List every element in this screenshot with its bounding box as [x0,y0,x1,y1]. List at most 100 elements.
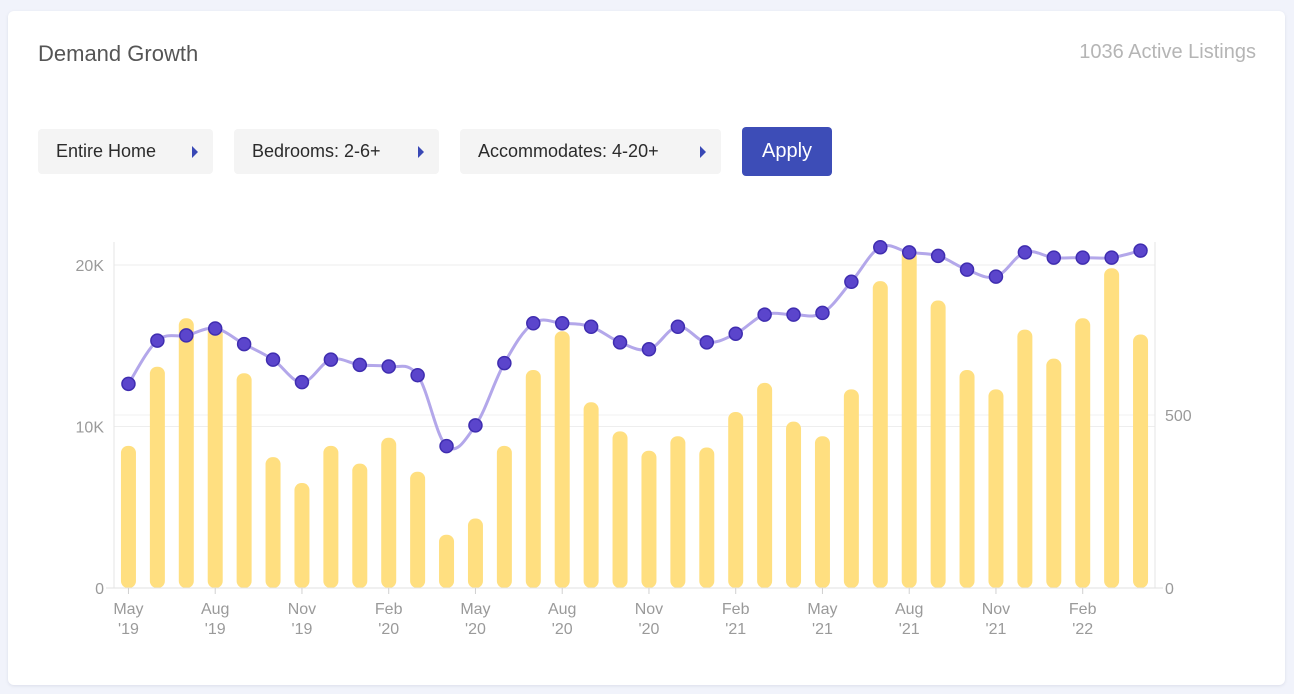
line-point-9[interactable] [381,359,396,374]
line-point-0[interactable] [121,376,136,392]
bar-33 [1075,318,1091,588]
bar-18 [641,450,657,588]
bedrooms-label: Bedrooms: 2-6+ [252,141,381,161]
y-left-tick-label: 10K [76,420,105,437]
caret-right-icon [700,145,706,158]
card-title: Demand Growth [38,41,199,66]
bar-32 [1046,358,1062,588]
line-point-2[interactable] [179,328,194,343]
x-tick-label-year: '19 [292,621,313,638]
line-point-30[interactable] [988,269,1004,284]
x-tick-label-month: Nov [635,601,663,618]
line-point-34[interactable] [1104,250,1119,265]
x-tick-label-month: Nov [288,601,316,618]
x-tick-label-year: '20 [378,621,399,638]
line-point-12[interactable] [468,418,483,433]
y-left-tick-label: 0 [95,581,104,598]
bar-8 [352,463,368,588]
line-point-22[interactable] [757,307,772,322]
line-point-23[interactable] [786,307,801,322]
bar-35 [1133,334,1149,588]
x-tick-label-year: '21 [986,621,1007,638]
bar-4 [236,373,252,588]
bar-34 [1104,268,1120,588]
line-point-35[interactable] [1133,243,1148,258]
bar-24 [814,436,830,588]
bar-29 [959,369,975,588]
x-tick-label-month: Feb [722,601,750,618]
bar-23 [786,421,802,588]
axes: 0 10K 20K 0 500 May '19 Aug '19 Nov '19 Feb '20 May '2… [76,242,1192,638]
x-tick-label-year: '21 [812,621,833,638]
line-point-11[interactable] [439,438,454,454]
bar-15 [554,331,570,588]
bar-28 [930,300,946,588]
caret-right-icon [192,145,198,158]
line-point-18[interactable] [641,342,657,357]
bar-20 [699,447,715,588]
line-point-16[interactable] [583,319,599,335]
line-point-33[interactable] [1075,250,1090,265]
y-left-tick-label: 20K [76,258,105,275]
bedrooms-filter[interactable]: Bedrooms: 2-6+ [234,129,439,174]
bar-11 [439,534,455,588]
bar-13 [496,445,512,588]
bar-1 [149,366,165,588]
line-point-28[interactable] [930,248,946,264]
bar-9 [381,437,397,588]
line-point-7[interactable] [323,352,339,367]
line-point-29[interactable] [959,262,975,277]
line-point-8[interactable] [352,357,368,373]
line-point-15[interactable] [554,316,570,331]
property-type-filter[interactable]: Entire Home [38,129,213,174]
x-tick-label-month: Aug [548,601,576,618]
x-tick-label-month: May [460,601,490,618]
line-point-19[interactable] [670,319,686,335]
x-tick-label-year: '19 [205,621,226,638]
bar-series [120,248,1149,588]
line-point-14[interactable] [526,316,541,331]
grid-lines [114,264,1155,427]
x-tick-label-month: May [113,601,143,618]
line-point-27[interactable] [901,245,917,260]
line-point-1[interactable] [150,333,165,348]
line-point-4[interactable] [236,336,252,352]
line-point-32[interactable] [1046,250,1062,265]
bar-3 [207,324,223,588]
line-point-21[interactable] [728,326,743,341]
line-point-24[interactable] [815,305,830,321]
bar-30 [988,389,1004,588]
x-tick-label-month: Feb [375,601,403,618]
x-tick-label-year: '20 [465,621,486,638]
x-tick-label-year: '22 [1072,621,1093,638]
apply-button[interactable]: Apply [742,127,832,176]
bar-5 [265,457,281,588]
accommodates-filter[interactable]: Accommodates: 4-20+ [460,129,721,174]
accommodates-label: Accommodates: 4-20+ [478,141,659,161]
bar-12 [467,518,483,588]
line-point-26[interactable] [873,239,888,255]
line-point-10[interactable] [410,367,425,383]
x-tick-label-year: '20 [639,621,660,638]
x-tick-label-month: May [807,601,837,618]
line-points [121,239,1148,454]
x-tick-label-year: '20 [552,621,573,638]
bar-6 [294,483,310,588]
line-point-6[interactable] [294,374,310,390]
bar-27 [901,248,917,588]
line-point-17[interactable] [612,335,628,350]
line-point-20[interactable] [699,335,715,350]
bar-22 [757,382,773,588]
line-point-13[interactable] [497,355,512,371]
line-point-5[interactable] [265,352,281,367]
property-type-label: Entire Home [56,141,157,161]
line-point-3[interactable] [207,321,223,336]
x-tick-label-month: Aug [201,601,229,618]
bar-2 [178,318,194,588]
bar-26 [872,281,888,588]
line-point-25[interactable] [844,274,859,290]
bar-31 [1017,329,1033,588]
active-listings-count: 1036 Active Listings [1079,41,1256,63]
line-point-31[interactable] [1017,245,1033,260]
